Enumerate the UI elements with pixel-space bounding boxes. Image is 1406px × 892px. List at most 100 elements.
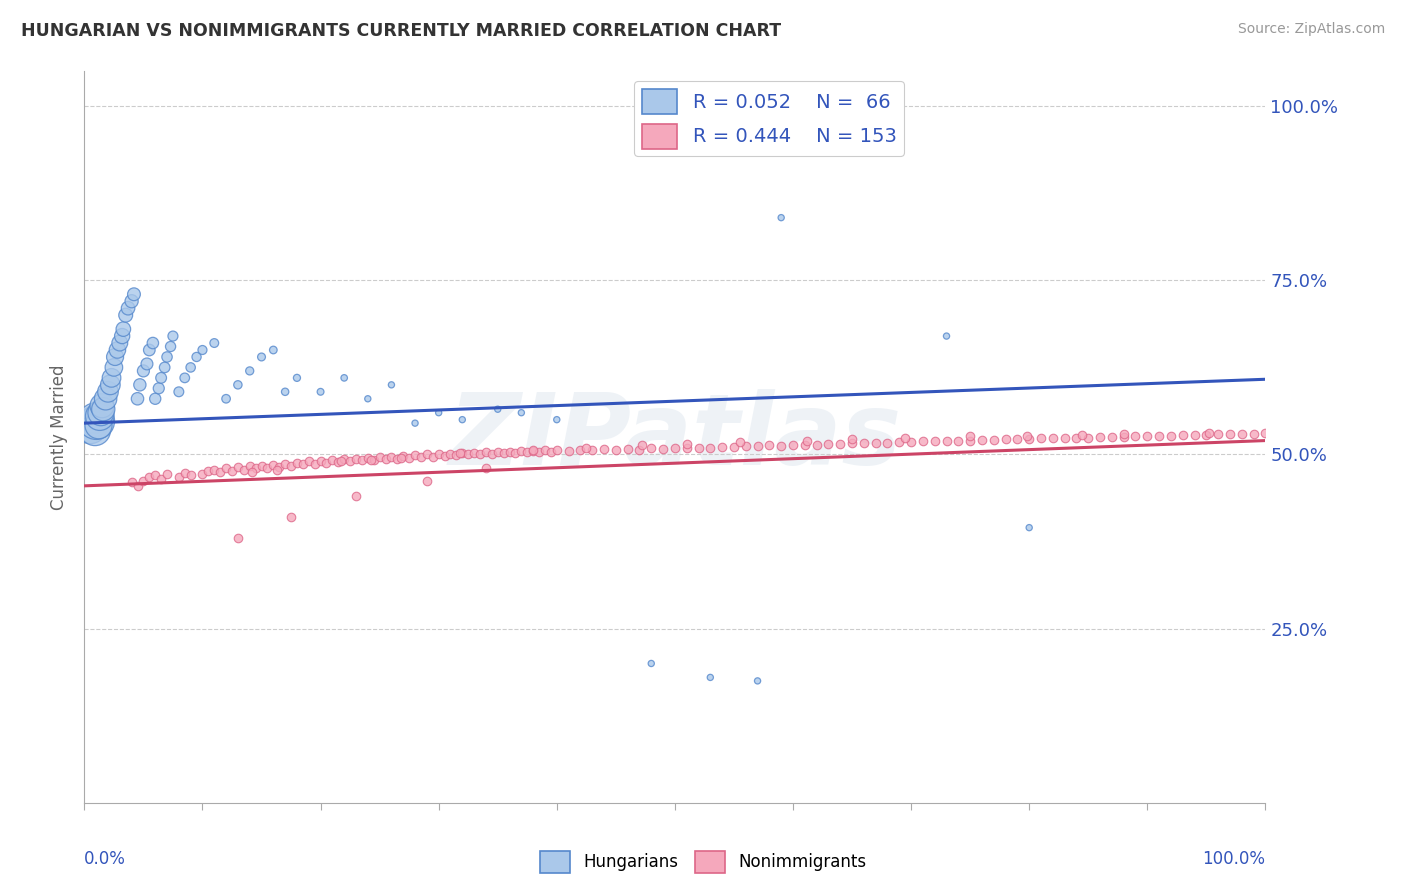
- Point: [841, 436, 863, 450]
- Point: [522, 444, 544, 458]
- Point: [380, 450, 402, 464]
- Point: [304, 457, 326, 471]
- Point: [344, 489, 367, 503]
- Point: [852, 436, 875, 450]
- Point: [505, 446, 527, 460]
- Point: [688, 441, 710, 455]
- Point: [167, 470, 190, 484]
- Point: [1243, 426, 1265, 441]
- Point: [1219, 426, 1241, 441]
- Point: [180, 360, 202, 375]
- Point: [628, 442, 651, 457]
- Point: [1171, 428, 1194, 442]
- Point: [285, 371, 308, 385]
- Point: [392, 449, 415, 463]
- Point: [91, 399, 114, 413]
- Point: [87, 418, 110, 433]
- Point: [1125, 429, 1147, 443]
- Point: [274, 384, 297, 399]
- Point: [699, 670, 721, 684]
- Point: [363, 453, 385, 467]
- Point: [97, 384, 120, 399]
- Point: [451, 412, 474, 426]
- Point: [664, 441, 686, 455]
- Point: [128, 377, 150, 392]
- Point: [841, 432, 863, 446]
- Point: [475, 445, 498, 459]
- Point: [404, 416, 426, 430]
- Point: [245, 461, 267, 475]
- Point: [546, 412, 568, 426]
- Point: [360, 453, 382, 467]
- Point: [167, 384, 190, 399]
- Point: [446, 448, 468, 462]
- Point: [153, 360, 176, 375]
- Point: [132, 364, 155, 378]
- Point: [433, 449, 456, 463]
- Point: [557, 444, 579, 458]
- Point: [1018, 521, 1040, 535]
- Point: [104, 350, 127, 364]
- Point: [262, 343, 284, 357]
- Point: [256, 461, 278, 475]
- Point: [108, 336, 131, 351]
- Point: [1184, 428, 1206, 442]
- Point: [150, 371, 173, 385]
- Point: [136, 357, 159, 371]
- Point: [79, 419, 101, 434]
- Point: [127, 392, 149, 406]
- Point: [350, 453, 373, 467]
- Point: [94, 392, 117, 406]
- Point: [728, 434, 751, 449]
- Point: [309, 454, 332, 468]
- Point: [593, 442, 616, 456]
- Point: [959, 434, 981, 448]
- Point: [830, 437, 852, 451]
- Point: [280, 458, 302, 473]
- Point: [796, 434, 818, 448]
- Point: [1053, 431, 1076, 445]
- Point: [900, 434, 922, 449]
- Point: [510, 406, 533, 420]
- Point: [817, 437, 839, 451]
- Point: [122, 287, 145, 301]
- Point: [186, 350, 208, 364]
- Point: [911, 434, 934, 449]
- Point: [630, 438, 652, 452]
- Point: [439, 447, 461, 461]
- Point: [114, 308, 136, 322]
- Point: [202, 463, 225, 477]
- Point: [675, 441, 697, 455]
- Text: HUNGARIAN VS NONIMMIGRANTS CURRENTLY MARRIED CORRELATION CHART: HUNGARIAN VS NONIMMIGRANTS CURRENTLY MAR…: [21, 22, 782, 40]
- Point: [758, 438, 780, 452]
- Point: [226, 377, 249, 392]
- Point: [498, 444, 520, 458]
- Point: [82, 416, 104, 430]
- Point: [1136, 429, 1159, 443]
- Point: [924, 434, 946, 449]
- Point: [711, 440, 734, 454]
- Point: [782, 438, 804, 452]
- Point: [575, 441, 598, 455]
- Point: [468, 447, 491, 461]
- Point: [285, 456, 308, 470]
- Point: [357, 450, 380, 465]
- Point: [510, 444, 533, 458]
- Point: [1007, 432, 1029, 446]
- Point: [269, 460, 291, 475]
- Point: [1077, 431, 1099, 445]
- Text: Source: ZipAtlas.com: Source: ZipAtlas.com: [1237, 22, 1385, 37]
- Point: [315, 456, 337, 470]
- Point: [197, 464, 219, 478]
- Point: [793, 438, 815, 452]
- Point: [117, 301, 139, 316]
- Point: [935, 434, 957, 448]
- Point: [522, 442, 544, 457]
- Point: [132, 474, 155, 488]
- Point: [451, 446, 474, 460]
- Point: [1230, 426, 1253, 441]
- Point: [309, 384, 332, 399]
- Point: [138, 343, 160, 357]
- Point: [894, 431, 917, 445]
- Point: [389, 450, 412, 465]
